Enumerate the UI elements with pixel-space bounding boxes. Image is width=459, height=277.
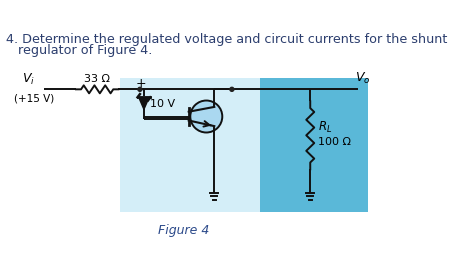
Circle shape (230, 87, 233, 91)
Text: Figure 4: Figure 4 (158, 224, 209, 237)
Text: regulator of Figure 4.: regulator of Figure 4. (6, 44, 152, 57)
Text: $V_o$: $V_o$ (354, 71, 369, 86)
Text: $R_L$: $R_L$ (318, 120, 332, 135)
Text: 10 V: 10 V (150, 99, 175, 109)
Polygon shape (139, 97, 149, 109)
Text: $V_i$: $V_i$ (22, 72, 35, 87)
Text: (+15 V): (+15 V) (14, 93, 55, 103)
Text: +: + (135, 77, 146, 90)
Circle shape (138, 87, 142, 91)
Circle shape (190, 101, 222, 132)
Bar (259, 78, 367, 212)
Text: 33 Ω: 33 Ω (84, 74, 110, 84)
Text: 4. Determine the regulated voltage and circuit currents for the shunt: 4. Determine the regulated voltage and c… (6, 33, 447, 46)
Bar (120, 78, 259, 212)
Text: 100 Ω: 100 Ω (318, 137, 351, 147)
